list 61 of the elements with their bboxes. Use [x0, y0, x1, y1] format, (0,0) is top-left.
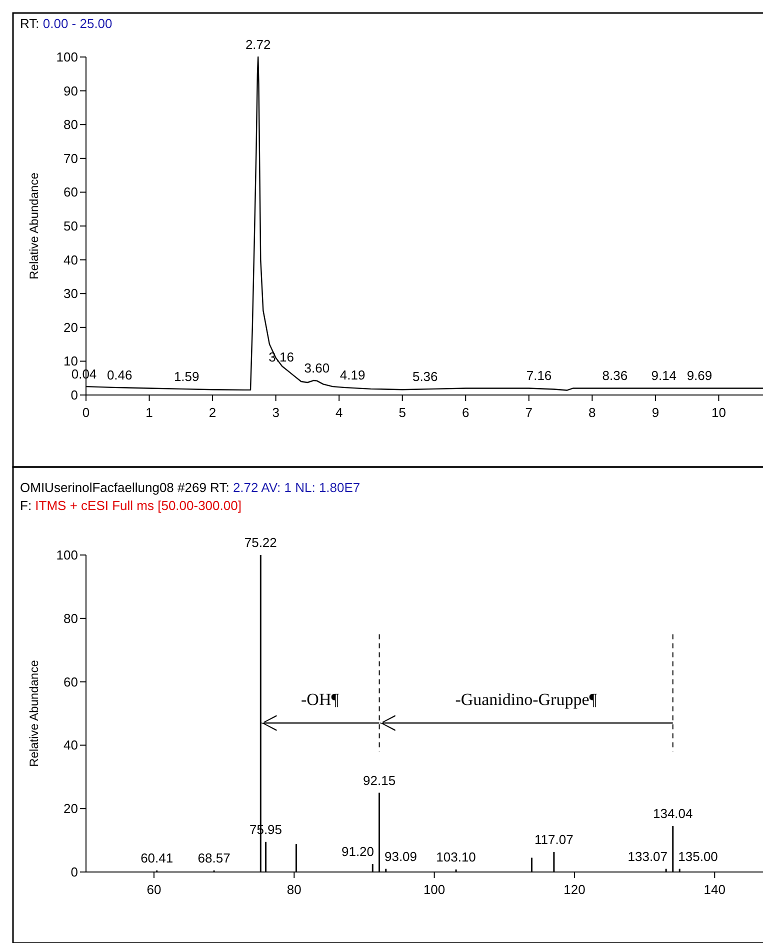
x-tick-label: 140 — [704, 882, 726, 897]
x-tick-label: 60 — [146, 882, 162, 897]
annotation: 0.46 — [106, 368, 132, 383]
chart-title: OMIUserinolFacfaellung08 #269 RT: 2.72 AV: 1 NL: 1.80E7 — [20, 480, 360, 495]
annotation: 4.19 — [340, 368, 366, 383]
x-tick-label: 120 — [564, 882, 586, 897]
annotation: 133.07 — [628, 848, 668, 864]
annotation: 93.09 — [384, 848, 418, 864]
y-axis-title: Relative Abundance — [27, 660, 41, 767]
y-tick-label: 70 — [64, 150, 78, 166]
annotation: 1.59 — [174, 368, 200, 384]
annotation: 134.04 — [652, 806, 693, 822]
annotation: 5.36 — [412, 368, 438, 384]
y-tick-label: 30 — [64, 286, 78, 302]
x-tick-label: 2 — [208, 405, 216, 420]
x-tick-label: 0 — [82, 405, 90, 420]
y-tick-label: 100 — [56, 548, 78, 562]
chart-title: RT: 0.00 - 25.00 — [20, 16, 112, 31]
annotation: 103.10 — [436, 849, 476, 864]
x-tick-label: 6 — [462, 405, 470, 420]
annotation: 3.60 — [304, 360, 330, 376]
y-tick-label: 20 — [64, 801, 78, 816]
annotation: 9.69 — [686, 368, 712, 384]
annotation: 2.72 — [245, 37, 271, 52]
x-tick-label: 1 — [146, 405, 153, 420]
y-tick-label: 60 — [64, 674, 78, 690]
x-tick-label: 4 — [335, 405, 343, 420]
y-tick-label: 20 — [64, 320, 78, 335]
chart-subtitle: F: ITMS + cESI Full ms [50.00-300.00] — [20, 498, 242, 513]
x-tick-label: 5 — [398, 405, 406, 420]
y-tick-label: 60 — [64, 184, 78, 200]
x-tick-label: 9 — [652, 405, 660, 420]
y-tick-label: 90 — [64, 83, 78, 98]
y-axis-title: Relative Abundance — [27, 172, 41, 280]
y-tick-label: 10 — [64, 354, 78, 369]
annotation: 8.36 — [602, 368, 628, 384]
annotation: 117.07 — [534, 832, 574, 848]
annotation: 75.22 — [244, 535, 277, 550]
annotation: -OH¶ — [301, 690, 340, 710]
annotation: -Guanidino-Gruppe¶ — [455, 690, 598, 710]
y-tick-label: 50 — [64, 218, 78, 234]
annotation: 91.20 — [341, 844, 374, 860]
annotation: 92.15 — [363, 772, 396, 788]
annotation: 7.16 — [526, 368, 552, 384]
annotation: 9.14 — [651, 368, 677, 384]
x-tick-label: 7 — [525, 405, 533, 420]
x-tick-label: 3 — [272, 405, 280, 420]
y-tick-label: 40 — [64, 738, 78, 753]
y-tick-label: 100 — [56, 50, 78, 64]
annotation: 60.41 — [140, 850, 174, 866]
x-tick-label: 100 — [423, 882, 446, 897]
annotation: 68.57 — [198, 850, 230, 866]
y-tick-label: 40 — [64, 252, 78, 268]
y-tick-label: 0 — [70, 388, 78, 402]
x-tick-label: 8 — [588, 405, 596, 420]
x-tick-label: 10 — [711, 405, 726, 420]
y-tick-label: 80 — [64, 610, 78, 626]
x-tick-label: 80 — [286, 882, 302, 897]
y-tick-label: 80 — [64, 117, 78, 132]
y-tick-label: 0 — [70, 864, 78, 880]
annotation: 135.00 — [678, 848, 718, 864]
